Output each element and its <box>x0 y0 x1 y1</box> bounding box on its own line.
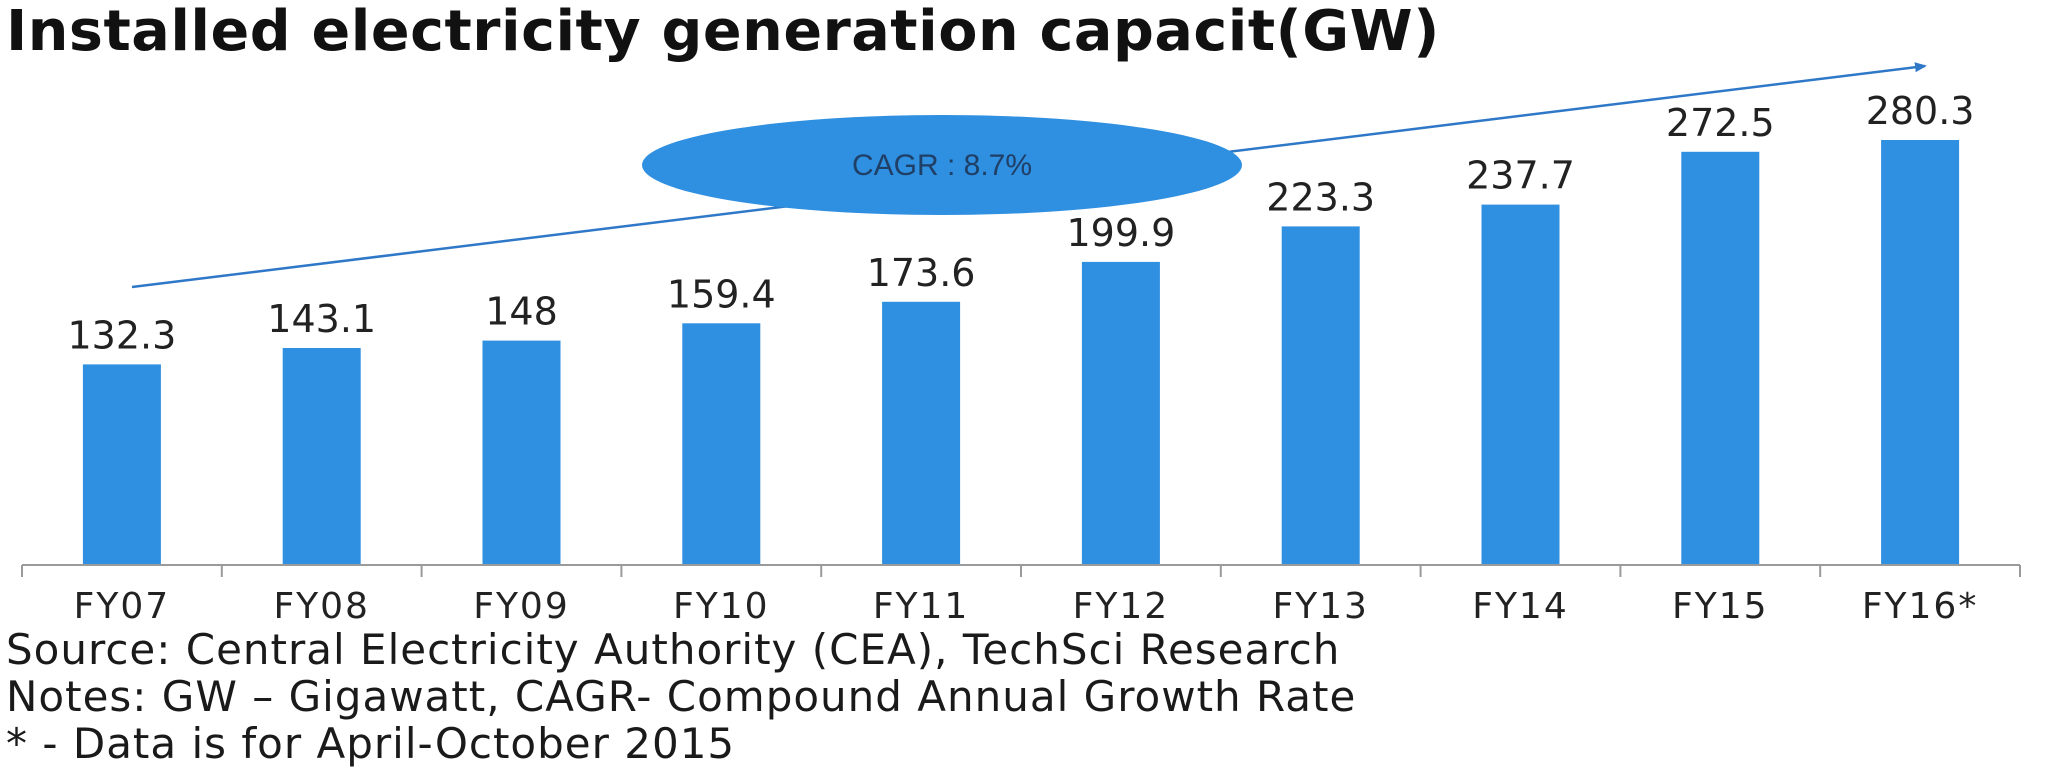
value-label: 148 <box>485 290 558 334</box>
bar-fy10 <box>682 323 761 565</box>
value-label: 132.3 <box>68 313 177 357</box>
bar-fy07 <box>82 364 161 565</box>
value-label: 143.1 <box>267 297 376 341</box>
value-label: 272.5 <box>1666 101 1775 145</box>
value-label: 159.4 <box>667 272 776 316</box>
definitions-note: Notes: GW – Gigawatt, CAGR- Compound Ann… <box>6 673 1357 720</box>
cagr-ellipse <box>642 115 1242 215</box>
x-tick-label: FY11 <box>873 586 970 627</box>
x-axis-ticks <box>21 565 2021 577</box>
x-tick-label: FY07 <box>74 586 171 627</box>
x-tick-label: FY08 <box>273 586 370 627</box>
x-tick-label: FY10 <box>673 586 770 627</box>
value-label: 173.6 <box>867 251 976 295</box>
x-tick-label: FY09 <box>473 586 570 627</box>
bar-fy13 <box>1281 226 1360 565</box>
x-tick-label: FY15 <box>1672 586 1769 627</box>
bar-fy11 <box>882 301 961 565</box>
value-label: 199.9 <box>1067 211 1176 255</box>
value-label: 223.3 <box>1266 175 1375 219</box>
x-tick-label: FY16* <box>1862 586 1979 627</box>
source-note: Source: Central Electricity Authority (C… <box>6 626 1341 673</box>
chart-title: Installed electricity generation capacit… <box>6 0 1440 64</box>
value-labels-layer: 132.3 143.1 148 159.4 173.6 199.9 223.3 237.7 27… <box>68 89 1975 357</box>
x-axis-labels: FY07 FY08 FY09 FY10 FY11 FY12 FY13 FY14 FY15 FY16… <box>74 586 1979 627</box>
footnote: * - Data is for April-October 2015 <box>6 720 736 767</box>
bar-fy12 <box>1081 261 1160 565</box>
value-label: 237.7 <box>1466 154 1575 198</box>
cagr-label: CAGR : 8.7% <box>852 149 1032 182</box>
bar-fy09 <box>482 340 561 565</box>
bar-fy14 <box>1481 204 1560 565</box>
bars-layer <box>82 140 1960 566</box>
bar-fy15 <box>1681 151 1760 566</box>
value-label: 280.3 <box>1866 89 1975 133</box>
x-tick-label: FY13 <box>1272 586 1369 627</box>
chart-notes: Source: Central Electricity Authority (C… <box>6 626 2046 767</box>
bar-fy16 <box>1881 140 1960 565</box>
x-tick-label: FY12 <box>1073 586 1170 627</box>
x-tick-label: FY14 <box>1472 586 1569 627</box>
bar-fy08 <box>282 348 361 565</box>
